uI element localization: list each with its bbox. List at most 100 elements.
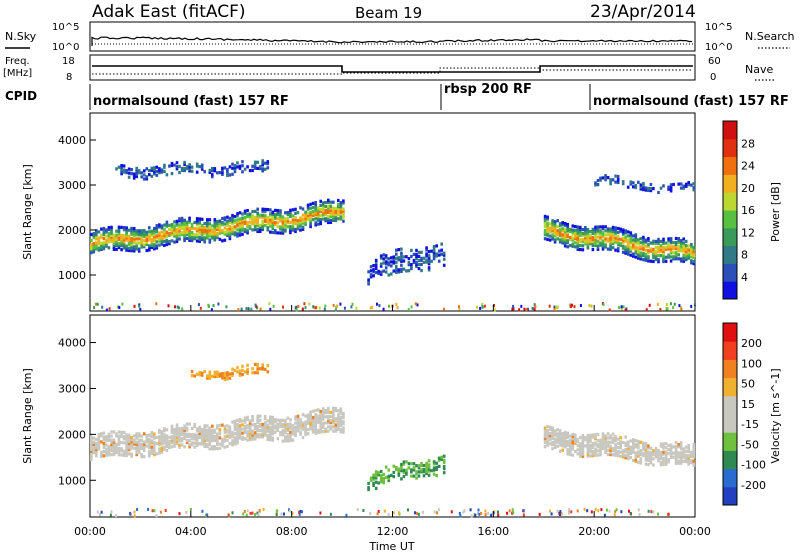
range-cell bbox=[92, 448, 96, 453]
range-cell bbox=[163, 169, 166, 173]
range-cell bbox=[687, 181, 690, 185]
range-cell bbox=[211, 428, 214, 432]
range-cell bbox=[271, 218, 275, 222]
range-cell bbox=[629, 439, 633, 443]
range-cell bbox=[664, 454, 668, 458]
range-cell bbox=[387, 474, 391, 478]
range-cell bbox=[306, 432, 310, 436]
range-cell bbox=[294, 421, 297, 425]
range-cell bbox=[231, 432, 234, 437]
range-cell bbox=[236, 220, 239, 224]
range-cell bbox=[387, 261, 391, 265]
range-cell bbox=[512, 304, 515, 308]
range-cell bbox=[591, 454, 595, 458]
range-cell bbox=[667, 187, 670, 191]
range-cell bbox=[211, 430, 214, 434]
range-cell bbox=[679, 453, 683, 457]
range-cell bbox=[200, 371, 204, 375]
range-cell bbox=[178, 512, 181, 516]
range-cell bbox=[269, 432, 272, 436]
range-cell bbox=[256, 223, 259, 227]
range-cell bbox=[115, 229, 118, 233]
range-cell bbox=[231, 511, 234, 515]
range-cell bbox=[304, 222, 307, 226]
range-cell bbox=[624, 456, 627, 460]
range-cell bbox=[589, 439, 592, 444]
range-cell bbox=[624, 229, 627, 233]
range-cell bbox=[175, 223, 179, 227]
range-cell bbox=[339, 411, 343, 415]
range-cell bbox=[405, 470, 408, 474]
range-cell bbox=[639, 183, 643, 187]
range-cell bbox=[237, 308, 240, 312]
range-cell bbox=[548, 438, 552, 442]
range-cell bbox=[309, 214, 312, 218]
range-cell bbox=[601, 245, 605, 249]
range-cell bbox=[654, 239, 658, 243]
range-cell bbox=[140, 229, 143, 233]
range-cell bbox=[228, 429, 232, 433]
range-cell bbox=[105, 439, 108, 443]
range-cell bbox=[611, 432, 615, 436]
range-cell bbox=[297, 305, 300, 308]
range-cell bbox=[566, 448, 569, 452]
range-cell bbox=[679, 239, 683, 243]
range-cell bbox=[188, 169, 191, 173]
range-cell bbox=[579, 229, 582, 233]
range-cell bbox=[427, 459, 431, 463]
range-cell bbox=[314, 205, 317, 209]
range-cell bbox=[384, 260, 388, 264]
range-cell bbox=[216, 232, 219, 236]
range-cell bbox=[616, 454, 620, 458]
range-cell bbox=[415, 256, 418, 261]
range-cell bbox=[553, 240, 557, 244]
range-cell bbox=[571, 435, 575, 439]
range-cell bbox=[125, 230, 128, 234]
range-cell bbox=[110, 444, 113, 448]
range-cell bbox=[321, 425, 325, 429]
range-cell bbox=[291, 511, 294, 515]
range-cell bbox=[251, 228, 254, 232]
range-cell bbox=[238, 231, 242, 235]
range-cell bbox=[200, 436, 204, 440]
range-cell bbox=[276, 437, 280, 441]
range-cell bbox=[342, 428, 345, 432]
range-cell bbox=[246, 371, 249, 376]
range-cell bbox=[662, 241, 665, 245]
range-cell bbox=[291, 424, 295, 428]
range-cell bbox=[314, 213, 317, 217]
range-cell bbox=[178, 443, 181, 447]
range-cell bbox=[269, 427, 272, 432]
range-cell bbox=[687, 446, 690, 450]
range-cell bbox=[236, 222, 239, 226]
range-cell bbox=[248, 429, 252, 433]
range-cell bbox=[674, 257, 678, 261]
colorbar-frame bbox=[722, 322, 738, 506]
range-cell bbox=[261, 435, 264, 439]
range-cell bbox=[218, 446, 222, 450]
range-cell bbox=[469, 508, 472, 512]
range-cell bbox=[642, 186, 645, 190]
range-cell bbox=[286, 217, 290, 221]
range-cell bbox=[626, 242, 630, 246]
range-cell bbox=[558, 449, 562, 453]
range-cell bbox=[223, 427, 227, 431]
range-cell bbox=[586, 228, 590, 232]
range-cell bbox=[289, 208, 292, 212]
range-cell bbox=[132, 249, 136, 253]
range-cell bbox=[337, 421, 340, 425]
range-cell bbox=[92, 444, 96, 448]
range-cell bbox=[440, 455, 443, 459]
range-cell bbox=[163, 441, 166, 445]
range-cell bbox=[662, 460, 665, 465]
range-cell bbox=[311, 418, 315, 422]
power-ylabel: Slant Range [km] bbox=[21, 164, 34, 260]
range-cell bbox=[581, 228, 585, 232]
range-cell bbox=[427, 463, 431, 467]
range-cell bbox=[137, 169, 141, 173]
range-cell bbox=[110, 235, 113, 239]
range-cell bbox=[231, 373, 234, 377]
range-cell bbox=[145, 236, 149, 240]
range-cell bbox=[654, 256, 658, 260]
range-cell bbox=[243, 215, 247, 219]
